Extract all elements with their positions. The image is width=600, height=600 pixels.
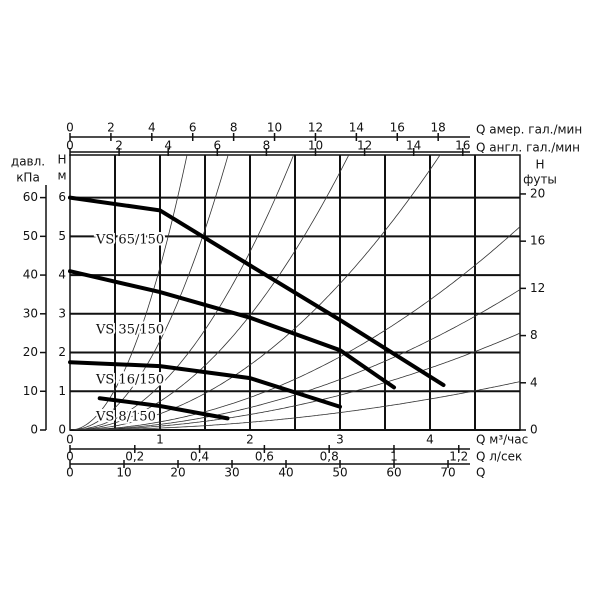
pump-curve bbox=[97, 396, 230, 421]
top-tick-label: 16 bbox=[390, 121, 405, 135]
top-tick-label: 14 bbox=[406, 139, 421, 153]
bottom-tick-label: 0,4 bbox=[190, 450, 209, 464]
bottom-tick-label: 1 bbox=[390, 450, 398, 464]
x-tick-label: 3 bbox=[336, 433, 344, 447]
y-tick-label: 6 bbox=[58, 190, 66, 204]
system-curve bbox=[70, 155, 441, 430]
y2-tick-label: 16 bbox=[530, 234, 545, 248]
top-tick-label: 10 bbox=[308, 139, 323, 153]
curve-label: VS 65/150 bbox=[95, 233, 164, 248]
top-tick-label: 12 bbox=[308, 121, 323, 135]
y-tick-label: 1 bbox=[58, 384, 66, 398]
pump-curve bbox=[68, 269, 396, 390]
bottom-tick-label: 0,8 bbox=[320, 450, 339, 464]
bottom-tick-label: 50 bbox=[332, 466, 347, 480]
top-tick-label: 6 bbox=[213, 139, 221, 153]
x-tick-label: 0 bbox=[66, 433, 74, 447]
y-tick-label: 2 bbox=[58, 345, 66, 359]
pump-curve bbox=[68, 360, 342, 409]
x-tick-label: 1 bbox=[156, 433, 164, 447]
y-tick-label: 3 bbox=[58, 306, 66, 320]
bottom-tick-label: 1,2 bbox=[449, 450, 468, 464]
y-kpa-tick-label: 0 bbox=[30, 423, 38, 437]
y-kpa-unit: кПа bbox=[16, 171, 40, 185]
system-curve bbox=[70, 155, 295, 430]
y-tick-label: 4 bbox=[58, 268, 66, 282]
bottom-tick-label: 0,6 bbox=[255, 450, 274, 464]
system-curve bbox=[70, 381, 520, 430]
bottom-tick-label: 10 bbox=[116, 466, 131, 480]
y2-tick-label: 12 bbox=[530, 281, 545, 295]
y-kpa-tick-label: 20 bbox=[23, 345, 38, 359]
top-tick-label: 0 bbox=[66, 139, 74, 153]
y-kpa-tick-label: 30 bbox=[23, 306, 38, 320]
system-curve bbox=[70, 332, 520, 430]
bottom-tick-label: 0 bbox=[66, 466, 74, 480]
y2-unit: футы bbox=[523, 173, 557, 187]
top-axis-label: Q англ. гал./мин bbox=[476, 141, 580, 155]
top-tick-label: 8 bbox=[263, 139, 271, 153]
bottom-tick-label: 40 bbox=[278, 466, 293, 480]
y-kpa-tick-label: 10 bbox=[23, 384, 38, 398]
y2-tick-label: 0 bbox=[530, 423, 538, 437]
curve-label: VS 16/150 bbox=[95, 373, 164, 388]
y-kpa-label: давл. bbox=[11, 155, 45, 169]
x-tick-label: 4 bbox=[426, 433, 434, 447]
top-tick-label: 2 bbox=[107, 121, 115, 135]
y2-tick-label: 4 bbox=[530, 375, 538, 389]
bottom-axis-label: Q bbox=[476, 466, 485, 480]
top-tick-label: 12 bbox=[357, 139, 372, 153]
bottom-tick-label: 0 bbox=[66, 450, 74, 464]
y-kpa-tick-label: 60 bbox=[23, 190, 38, 204]
curve-label: VS 8/150 bbox=[95, 410, 156, 425]
pump-curve bbox=[68, 195, 446, 388]
bottom-axis-label: Q л/сек bbox=[476, 450, 522, 464]
y2-label: H bbox=[535, 158, 544, 172]
y-tick-label: 5 bbox=[58, 229, 66, 243]
top-tick-label: 16 bbox=[455, 139, 470, 153]
y2-tick-label: 8 bbox=[530, 328, 538, 342]
system-curve bbox=[70, 289, 520, 430]
top-tick-label: 8 bbox=[230, 121, 238, 135]
x-tick-label: 2 bbox=[246, 433, 254, 447]
system-curve bbox=[70, 155, 350, 430]
system-curve bbox=[70, 155, 188, 430]
bottom-tick-label: 60 bbox=[386, 466, 401, 480]
top-tick-label: 4 bbox=[148, 121, 156, 135]
top-tick-label: 18 bbox=[431, 121, 446, 135]
y-label: H bbox=[57, 153, 66, 167]
bottom-tick-label: 70 bbox=[440, 466, 455, 480]
top-tick-label: 6 bbox=[189, 121, 197, 135]
top-tick-label: 14 bbox=[349, 121, 364, 135]
curve-label: VS 35/150 bbox=[95, 323, 164, 338]
system-curve bbox=[70, 226, 520, 430]
x-label: Q м³/час bbox=[476, 433, 528, 447]
y-kpa-tick-label: 50 bbox=[23, 229, 38, 243]
top-axis-label: Q амер. гал./мин bbox=[476, 123, 582, 137]
top-tick-label: 10 bbox=[267, 121, 282, 135]
y-unit: м bbox=[57, 169, 66, 183]
top-tick-label: 0 bbox=[66, 121, 74, 135]
y2-tick-label: 20 bbox=[530, 186, 545, 200]
bottom-tick-label: 0,2 bbox=[125, 450, 144, 464]
top-tick-label: 4 bbox=[164, 139, 172, 153]
system-curve bbox=[70, 155, 229, 430]
top-tick-label: 2 bbox=[115, 139, 123, 153]
y-kpa-tick-label: 40 bbox=[23, 268, 38, 282]
bottom-tick-label: 20 bbox=[170, 466, 185, 480]
bottom-tick-label: 30 bbox=[224, 466, 239, 480]
y-tick-label: 0 bbox=[58, 423, 66, 437]
